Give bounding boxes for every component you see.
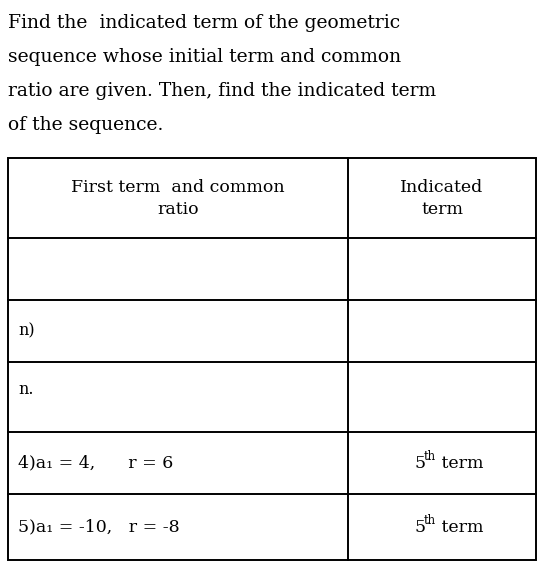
Text: term: term (436, 519, 484, 536)
Text: Find the  indicated term of the geometric: Find the indicated term of the geometric (8, 14, 400, 32)
Text: term: term (436, 454, 484, 471)
Text: n.: n. (18, 381, 34, 398)
Text: Indicated: Indicated (400, 179, 484, 197)
Text: of the sequence.: of the sequence. (8, 116, 163, 134)
Text: 4)a₁ = 4,      r = 6: 4)a₁ = 4, r = 6 (18, 454, 173, 471)
Text: n): n) (18, 323, 35, 340)
Text: ratio: ratio (157, 202, 199, 219)
Bar (8, 158, 536, 560)
Text: th: th (424, 513, 436, 527)
Text: ratio are given. Then, find the indicated term: ratio are given. Then, find the indicate… (8, 82, 436, 100)
Text: First term  and common: First term and common (71, 179, 285, 197)
Text: 5: 5 (414, 454, 425, 471)
Text: th: th (424, 449, 436, 462)
Text: term: term (421, 202, 463, 219)
Text: 5: 5 (414, 519, 425, 536)
Text: sequence whose initial term and common: sequence whose initial term and common (8, 48, 401, 66)
Text: 5)a₁ = -10,   r = -8: 5)a₁ = -10, r = -8 (18, 519, 180, 536)
